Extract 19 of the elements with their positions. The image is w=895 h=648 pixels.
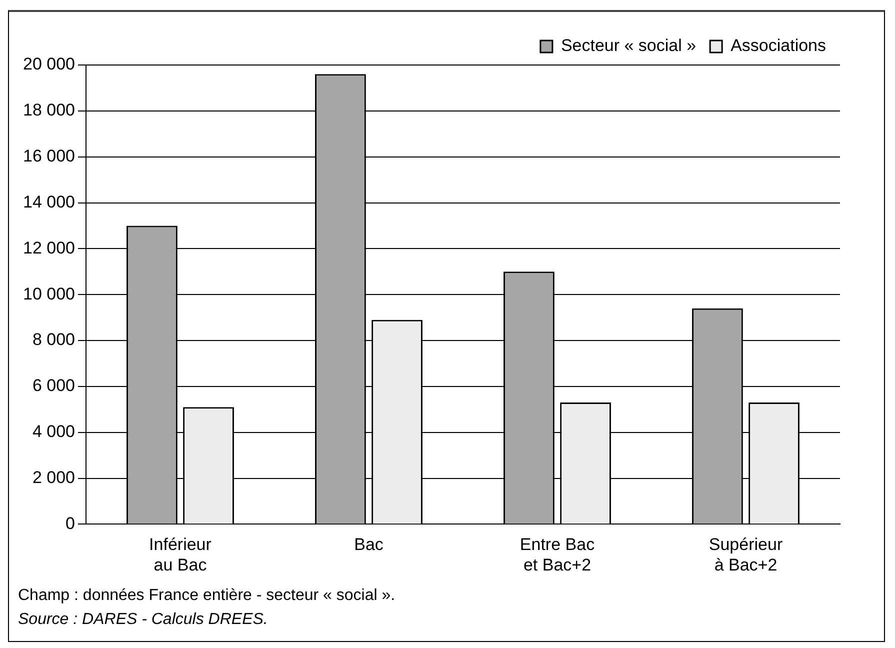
- legend-label: Secteur « social »: [560, 36, 696, 56]
- y-tick-label: 12 000: [22, 238, 75, 258]
- legend-label: Associations: [730, 36, 826, 56]
- x-tick-label: Entre Bac et Bac+2: [520, 535, 596, 574]
- y-tick-label: 2 000: [32, 468, 75, 487]
- y-tick-label: 20 000: [22, 54, 75, 74]
- text: Champ : données France entière - secteur « social ».: [18, 586, 396, 606]
- x-tick-label: Inférieur au Bac: [149, 535, 212, 574]
- x-tick-label: Bac: [354, 535, 384, 554]
- y-tick-label: 16 000: [22, 146, 75, 166]
- source-note: Source : DARES - Calculs DREES.: [18, 610, 269, 630]
- y-tick-label: 4 000: [32, 422, 75, 442]
- y-tick-label: 14 000: [22, 192, 75, 212]
- y-tick-label: 0: [66, 514, 75, 533]
- y-tick-label: 18 000: [22, 100, 75, 120]
- y-tick-label: 10 000: [22, 284, 75, 304]
- y-tick-label: 8 000: [32, 330, 75, 350]
- y-tick-label: 6 000: [32, 376, 75, 396]
- x-tick-label: Supérieur à Bac+2: [708, 535, 783, 574]
